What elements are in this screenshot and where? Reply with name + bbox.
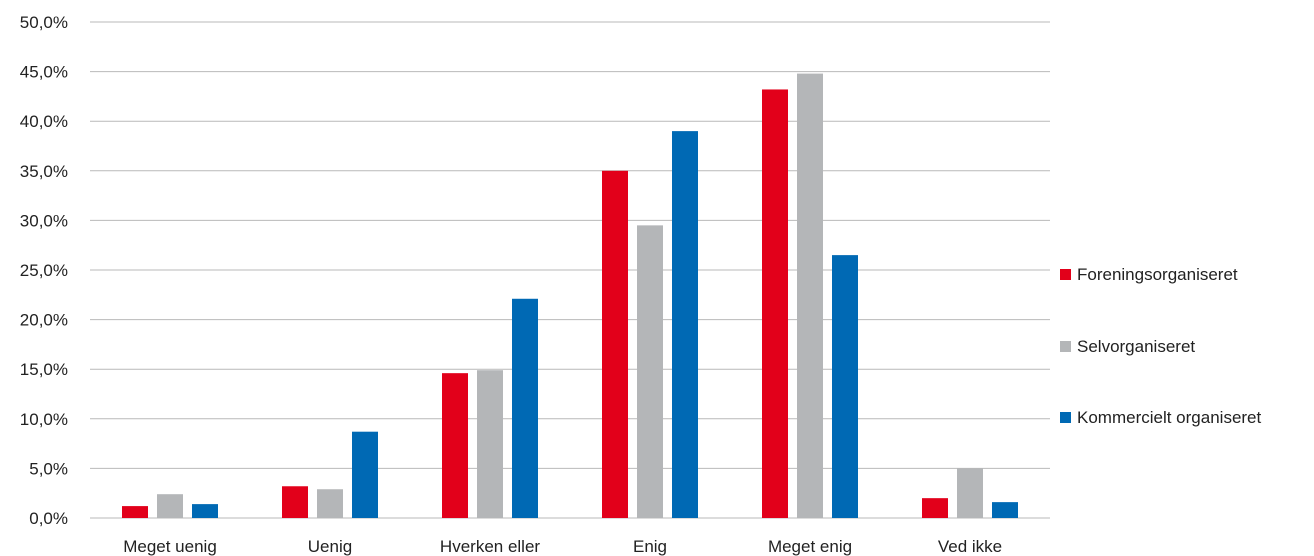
bar-kommercielt-organiseret-0	[192, 504, 218, 518]
y-tick-label: 25,0%	[20, 261, 68, 280]
legend: Foreningsorganiseret Selvorganiseret Komme…	[1060, 265, 1262, 427]
x-category-label: Ved ikke	[938, 537, 1002, 556]
legend-label: Foreningsorganiseret	[1077, 265, 1238, 284]
legend-swatch	[1060, 412, 1071, 423]
y-tick-label: 50,0%	[20, 13, 68, 32]
legend-swatch	[1060, 341, 1071, 352]
bar-kommercielt-organiseret-2	[512, 298, 538, 518]
bar-foreningsorganiseret-2	[442, 373, 468, 518]
bar-foreningsorganiseret-1	[282, 486, 308, 518]
legend-label: Kommercielt organiseret	[1077, 408, 1262, 427]
x-category-label: Uenig	[308, 537, 352, 556]
bar-foreningsorganiseret-0	[122, 506, 148, 518]
bar-selvorganiseret-3	[637, 225, 663, 519]
bar-foreningsorganiseret-5	[922, 498, 948, 518]
legend-label: Selvorganiseret	[1077, 337, 1195, 356]
x-category-label: Meget enig	[768, 537, 852, 556]
y-tick-label: 5,0%	[29, 459, 68, 478]
bar-kommercielt-organiseret-3	[672, 131, 698, 518]
y-tick-label: 45,0%	[20, 63, 68, 82]
bar-foreningsorganiseret-4	[762, 89, 788, 519]
bar-selvorganiseret-0	[157, 494, 183, 518]
bar-kommercielt-organiseret-5	[992, 502, 1018, 518]
y-tick-label: 35,0%	[20, 162, 68, 181]
bars	[122, 73, 1018, 519]
y-axis-tick-labels: 0,0% 5,0% 10,0% 15,0% 20,0% 25,0% 30,0% 35,0% 40…	[20, 13, 68, 528]
bar-selvorganiseret-4	[797, 73, 823, 519]
y-tick-label: 30,0%	[20, 211, 68, 230]
bar-selvorganiseret-1	[317, 489, 343, 518]
x-axis-category-labels: Meget uenig Uenig Hverken eller Enig Meget e…	[123, 537, 1002, 556]
x-category-label: Enig	[633, 537, 667, 556]
x-category-label: Hverken eller	[440, 537, 540, 556]
y-tick-label: 20,0%	[20, 311, 68, 330]
y-tick-label: 40,0%	[20, 112, 68, 131]
bar-selvorganiseret-5	[957, 468, 983, 518]
gridlines	[90, 21, 1050, 519]
y-tick-label: 0,0%	[29, 509, 68, 528]
bar-foreningsorganiseret-3	[602, 170, 628, 519]
bar-kommercielt-organiseret-4	[832, 255, 858, 518]
legend-swatch	[1060, 269, 1071, 280]
bar-kommercielt-organiseret-1	[352, 431, 378, 518]
x-category-label: Meget uenig	[123, 537, 217, 556]
y-tick-label: 10,0%	[20, 410, 68, 429]
bar-selvorganiseret-2	[477, 370, 503, 518]
y-tick-label: 15,0%	[20, 360, 68, 379]
